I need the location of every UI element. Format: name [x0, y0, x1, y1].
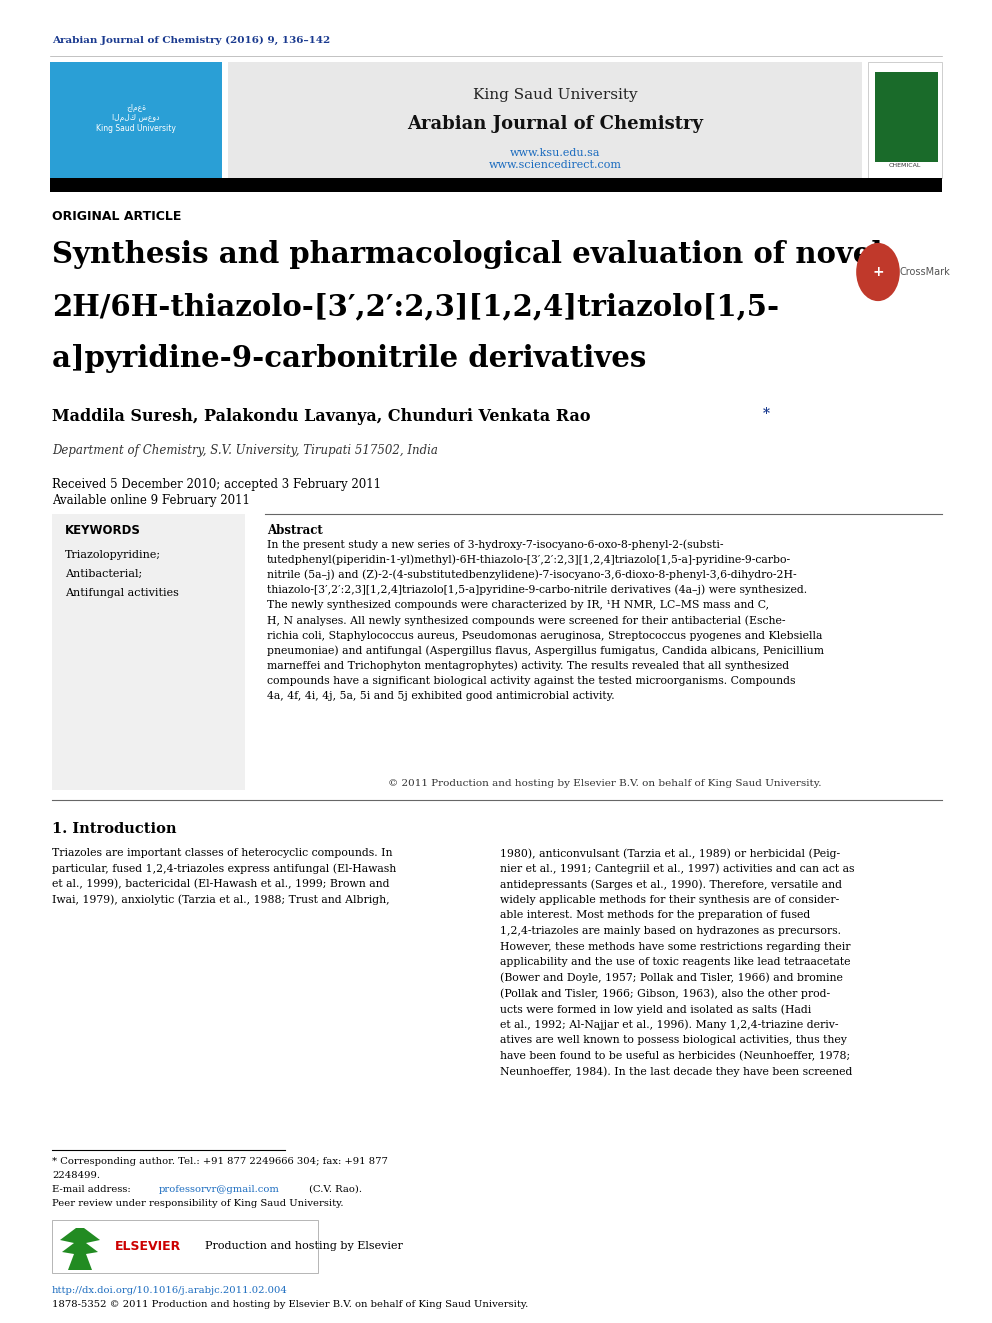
Text: Triazolopyridine;: Triazolopyridine; [65, 550, 161, 560]
Text: professorvr@gmail.com: professorvr@gmail.com [159, 1185, 280, 1193]
Text: nier et al., 1991; Cantegriil et al., 1997) activities and can act as: nier et al., 1991; Cantegriil et al., 19… [500, 864, 854, 875]
FancyBboxPatch shape [50, 179, 942, 192]
Text: able interest. Most methods for the preparation of fused: able interest. Most methods for the prep… [500, 910, 810, 921]
Text: The newly synthesized compounds were characterized by IR, ¹H NMR, LC–MS mass and: The newly synthesized compounds were cha… [267, 601, 769, 610]
Text: pneumoniae) and antifungal (Aspergillus flavus, Aspergillus fumigatus, Candida a: pneumoniae) and antifungal (Aspergillus … [267, 646, 824, 656]
Text: Abstract: Abstract [267, 524, 322, 537]
FancyBboxPatch shape [52, 1220, 318, 1273]
Text: In the present study a new series of 3-hydroxy-7-isocyano-6-oxo-8-phenyl-2-(subs: In the present study a new series of 3-h… [267, 540, 723, 550]
Text: thiazolo-[3′,2′:2,3][1,2,4]triazolo[1,5-a]pyridine-9-carbo-nitrile derivatives (: thiazolo-[3′,2′:2,3][1,2,4]triazolo[1,5-… [267, 585, 807, 595]
Text: 1. Introduction: 1. Introduction [52, 822, 177, 836]
Polygon shape [60, 1228, 100, 1270]
Text: www.ksu.edu.sa: www.ksu.edu.sa [510, 148, 600, 157]
Text: (C.V. Rao).: (C.V. Rao). [306, 1185, 362, 1193]
Text: Maddila Suresh, Palakondu Lavanya, Chunduri Venkata Rao: Maddila Suresh, Palakondu Lavanya, Chund… [52, 407, 590, 425]
Text: nitrile (5a–j) and (Z)-2-(4-substitutedbenzylidene)-7-isocyano-3,6-dioxo-8-pheny: nitrile (5a–j) and (Z)-2-(4-substitutedb… [267, 570, 797, 581]
Text: ucts were formed in low yield and isolated as salts (Hadi: ucts were formed in low yield and isolat… [500, 1004, 811, 1015]
Text: Peer review under responsibility of King Saud University.: Peer review under responsibility of King… [52, 1199, 343, 1208]
Text: marneffei and Trichophyton mentagrophytes) activity. The results revealed that a: marneffei and Trichophyton mentagrophyte… [267, 662, 789, 672]
Polygon shape [875, 71, 938, 161]
Text: tutedphenyl(piperidin-1-yl)methyl)-6H-thiazolo-[3′,2′:2,3][1,2,4]triazolo[1,5-a]: tutedphenyl(piperidin-1-yl)methyl)-6H-th… [267, 554, 792, 565]
FancyBboxPatch shape [868, 62, 942, 179]
Text: © 2011 Production and hosting by Elsevier B.V. on behalf of King Saud University: © 2011 Production and hosting by Elsevie… [388, 779, 821, 789]
Text: 1,2,4-triazoles are mainly based on hydrazones as precursors.: 1,2,4-triazoles are mainly based on hydr… [500, 926, 841, 937]
Text: Arabian Journal of Chemistry (2016) 9, 136–142: Arabian Journal of Chemistry (2016) 9, 1… [52, 36, 330, 45]
Text: Arabian Journal of Chemistry: Arabian Journal of Chemistry [407, 115, 703, 134]
Text: CHEMICAL: CHEMICAL [889, 163, 922, 168]
Text: (Bower and Doyle, 1957; Pollak and Tisler, 1966) and bromine: (Bower and Doyle, 1957; Pollak and Tisle… [500, 972, 843, 983]
Text: Production and hosting by Elsevier: Production and hosting by Elsevier [205, 1241, 403, 1252]
Circle shape [856, 243, 900, 302]
Text: 1980), anticonvulsant (Tarzia et al., 1989) or herbicidal (Peig-: 1980), anticonvulsant (Tarzia et al., 19… [500, 848, 840, 859]
Text: However, these methods have some restrictions regarding their: However, these methods have some restric… [500, 942, 850, 951]
Text: et al., 1992; Al-Najjar et al., 1996). Many 1,2,4-triazine deriv-: et al., 1992; Al-Najjar et al., 1996). M… [500, 1020, 838, 1031]
Text: Available online 9 February 2011: Available online 9 February 2011 [52, 493, 250, 507]
Text: et al., 1999), bactericidal (El-Hawash et al., 1999; Brown and: et al., 1999), bactericidal (El-Hawash e… [52, 880, 390, 889]
Text: 2248499.: 2248499. [52, 1171, 100, 1180]
Text: www.sciencedirect.com: www.sciencedirect.com [488, 160, 622, 169]
Text: Neunhoeffer, 1984). In the last decade they have been screened: Neunhoeffer, 1984). In the last decade t… [500, 1066, 852, 1077]
Text: 4a, 4f, 4i, 4j, 5a, 5i and 5j exhibited good antimicrobial activity.: 4a, 4f, 4i, 4j, 5a, 5i and 5j exhibited … [267, 692, 615, 701]
FancyBboxPatch shape [228, 62, 862, 179]
Text: richia coli, Staphylococcus aureus, Pseudomonas aeruginosa, Streptococcus pyogen: richia coli, Staphylococcus aureus, Pseu… [267, 631, 822, 640]
Text: particular, fused 1,2,4-triazoles express antifungal (El-Hawash: particular, fused 1,2,4-triazoles expres… [52, 864, 396, 875]
FancyBboxPatch shape [50, 62, 222, 179]
Text: Iwai, 1979), anxiolytic (Tarzia et al., 1988; Trust and Albrigh,: Iwai, 1979), anxiolytic (Tarzia et al., … [52, 894, 390, 905]
Text: CrossMark: CrossMark [900, 267, 950, 277]
Text: ELSEVIER: ELSEVIER [115, 1240, 182, 1253]
Text: atives are well known to possess biological activities, thus they: atives are well known to possess biologi… [500, 1036, 847, 1045]
Text: http://dx.doi.org/10.1016/j.arabjc.2011.02.004: http://dx.doi.org/10.1016/j.arabjc.2011.… [52, 1286, 288, 1295]
Text: have been found to be useful as herbicides (Neunhoeffer, 1978;: have been found to be useful as herbicid… [500, 1050, 850, 1061]
Text: * Corresponding author. Tel.: +91 877 2249666 304; fax: +91 877: * Corresponding author. Tel.: +91 877 22… [52, 1158, 388, 1166]
Text: widely applicable methods for their synthesis are of consider-: widely applicable methods for their synt… [500, 894, 839, 905]
Text: 1878-5352 © 2011 Production and hosting by Elsevier B.V. on behalf of King Saud : 1878-5352 © 2011 Production and hosting … [52, 1301, 529, 1308]
Text: applicability and the use of toxic reagents like lead tetraacetate: applicability and the use of toxic reage… [500, 958, 850, 967]
Text: (Pollak and Tisler, 1966; Gibson, 1963), also the other prod-: (Pollak and Tisler, 1966; Gibson, 1963),… [500, 988, 830, 999]
Text: Synthesis and pharmacological evaluation of novel: Synthesis and pharmacological evaluation… [52, 239, 883, 269]
Text: *: * [758, 407, 771, 421]
Text: King Saud University: King Saud University [472, 89, 637, 102]
Text: ORIGINAL ARTICLE: ORIGINAL ARTICLE [52, 210, 182, 224]
Text: H, N analyses. All newly synthesized compounds were screened for their antibacte: H, N analyses. All newly synthesized com… [267, 615, 786, 626]
Text: جامعة
الملك سعود
King Saud University: جامعة الملك سعود King Saud University [96, 103, 176, 132]
Text: a]pyridine-9-carbonitrile derivatives: a]pyridine-9-carbonitrile derivatives [52, 344, 647, 373]
Text: Received 5 December 2010; accepted 3 February 2011: Received 5 December 2010; accepted 3 Feb… [52, 478, 381, 491]
Text: Antifungal activities: Antifungal activities [65, 587, 179, 598]
Text: 2H/6H-thiazolo-[3′,2′:2,3][1,2,4]triazolo[1,5-: 2H/6H-thiazolo-[3′,2′:2,3][1,2,4]triazol… [52, 292, 779, 321]
Text: E-mail address:: E-mail address: [52, 1185, 134, 1193]
Text: antidepressants (Sarges et al., 1990). Therefore, versatile and: antidepressants (Sarges et al., 1990). T… [500, 880, 842, 890]
Text: compounds have a significant biological activity against the tested microorganis: compounds have a significant biological … [267, 676, 796, 687]
Text: +: + [872, 265, 884, 279]
Text: KEYWORDS: KEYWORDS [65, 524, 141, 537]
FancyBboxPatch shape [52, 515, 245, 790]
Text: Department of Chemistry, S.V. University, Tirupati 517502, India: Department of Chemistry, S.V. University… [52, 445, 437, 456]
Text: Triazoles are important classes of heterocyclic compounds. In: Triazoles are important classes of heter… [52, 848, 393, 859]
Text: Antibacterial;: Antibacterial; [65, 569, 142, 579]
